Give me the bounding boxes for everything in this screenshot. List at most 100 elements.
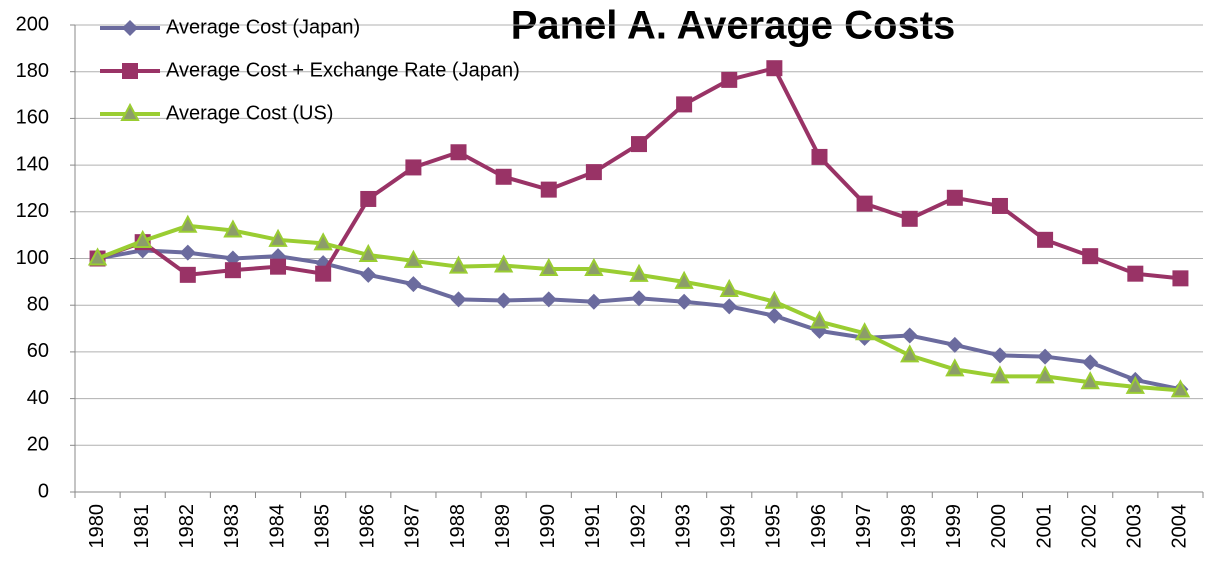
- marker: [629, 263, 649, 282]
- marker: [405, 159, 422, 176]
- marker: [856, 195, 873, 212]
- chart-title: Panel A. Average Costs: [511, 4, 956, 48]
- marker: [1082, 354, 1099, 371]
- marker: [313, 232, 333, 251]
- x-tick-label: 1986: [357, 504, 379, 549]
- series-line: [96, 223, 1181, 393]
- marker: [945, 358, 965, 377]
- marker: [495, 292, 512, 309]
- x-tick-label: 1997: [853, 504, 875, 549]
- marker: [358, 243, 378, 262]
- marker: [448, 255, 469, 274]
- x-tick-label: 2002: [1078, 504, 1100, 549]
- y-tick-label: 40: [27, 387, 49, 409]
- marker: [901, 327, 918, 344]
- marker: [946, 189, 963, 206]
- y-tick-label: 80: [27, 293, 49, 315]
- marker: [631, 290, 647, 307]
- marker: [901, 210, 918, 227]
- legend-label: Average Cost (Japan): [166, 16, 360, 38]
- marker: [178, 214, 198, 233]
- x-tick-label: 1988: [447, 504, 469, 549]
- marker: [540, 291, 557, 308]
- x-tick-label: 1981: [131, 504, 153, 549]
- marker: [133, 229, 153, 248]
- marker: [900, 344, 920, 363]
- x-tick-label: 1998: [898, 504, 920, 549]
- marker: [270, 258, 287, 275]
- marker: [1172, 270, 1189, 287]
- marker: [991, 347, 1008, 364]
- marker: [179, 266, 196, 283]
- x-tick-label: 2003: [1124, 504, 1146, 549]
- marker: [764, 290, 785, 309]
- legend-label: Average Cost + Exchange Rate (Japan): [166, 59, 520, 81]
- marker: [224, 262, 241, 279]
- x-tick-label: 1996: [808, 504, 830, 549]
- marker: [315, 265, 332, 282]
- x-tick-label: 2000: [988, 504, 1010, 549]
- marker: [122, 63, 138, 79]
- x-tick-label: 1984: [266, 504, 288, 549]
- x-tick-label: 1995: [763, 504, 785, 549]
- marker: [450, 144, 467, 161]
- marker: [360, 190, 377, 207]
- y-tick-label: 60: [27, 340, 49, 362]
- marker: [1037, 348, 1054, 365]
- y-tick-label: 20: [27, 434, 49, 456]
- marker: [676, 293, 693, 310]
- marker: [719, 278, 739, 298]
- x-tick-label: 1985: [311, 504, 333, 549]
- y-tick-label: 100: [16, 247, 49, 269]
- marker: [179, 244, 196, 261]
- x-tick-label: 1999: [943, 504, 965, 549]
- marker: [946, 336, 963, 353]
- marker: [721, 71, 738, 88]
- x-tick-label: 1992: [627, 504, 649, 549]
- series-line: [96, 65, 1181, 281]
- x-tick-label: 1994: [718, 504, 740, 549]
- marker: [585, 164, 602, 181]
- marker: [1080, 371, 1100, 390]
- x-tick-label: 2004: [1169, 504, 1191, 549]
- marker: [450, 291, 467, 308]
- marker: [991, 197, 1008, 214]
- marker: [1035, 365, 1055, 384]
- marker: [674, 270, 694, 289]
- legend-label: Average Cost (US): [166, 102, 333, 124]
- marker: [539, 257, 559, 277]
- marker: [268, 228, 288, 247]
- marker: [766, 60, 783, 77]
- x-tick-label: 1990: [537, 504, 559, 549]
- y-tick-label: 160: [16, 107, 49, 129]
- marker: [495, 168, 512, 185]
- x-tick-label: 1991: [582, 504, 604, 549]
- marker: [360, 266, 377, 283]
- x-tick-label: 1983: [221, 504, 243, 549]
- marker: [1037, 231, 1054, 248]
- marker: [120, 102, 140, 121]
- marker: [405, 276, 422, 293]
- marker: [1127, 265, 1144, 282]
- y-tick-label: 200: [16, 13, 49, 35]
- x-tick-label: 1982: [176, 504, 198, 549]
- marker: [540, 181, 557, 198]
- marker: [854, 322, 875, 341]
- marker: [1125, 375, 1145, 394]
- x-tick-label: 1989: [492, 504, 514, 549]
- x-tick-label: 1993: [672, 504, 694, 549]
- y-tick-label: 0: [38, 480, 49, 502]
- x-tick-label: 1980: [86, 504, 108, 549]
- x-tick-label: 1987: [402, 504, 424, 549]
- marker: [1170, 379, 1191, 398]
- marker: [403, 249, 424, 268]
- marker: [585, 293, 602, 310]
- marker: [631, 136, 647, 153]
- y-tick-label: 180: [16, 60, 49, 82]
- marker: [1082, 248, 1099, 265]
- marker: [87, 247, 108, 266]
- x-tick-label: 2001: [1033, 504, 1055, 549]
- marker: [223, 219, 243, 238]
- marker: [809, 310, 830, 329]
